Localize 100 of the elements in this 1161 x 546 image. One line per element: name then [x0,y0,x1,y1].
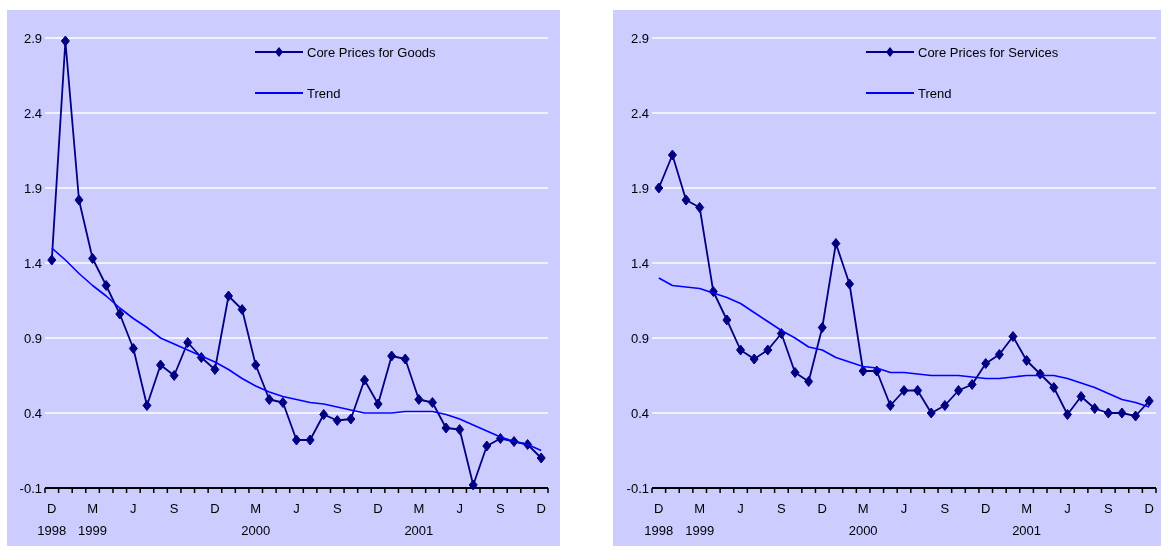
point [169,370,179,381]
y-tick-label: 1.9 [23,180,42,196]
point [427,397,437,408]
point [722,314,732,326]
point [1117,407,1127,419]
legend-label: Trend [307,85,341,101]
point [1144,395,1154,407]
point [115,308,125,320]
x-tick-label: D [817,501,827,516]
point [899,385,909,396]
y-tick-label: 0.9 [23,330,42,346]
point [981,358,991,369]
point [1049,382,1059,393]
x-tick-label: J [900,501,908,516]
point [1103,407,1113,419]
point [278,397,288,408]
point [292,434,301,446]
point [763,344,773,356]
point [845,278,855,290]
point [1022,355,1032,366]
point [913,385,923,396]
point [183,337,193,348]
x-tick-label: S [940,501,950,516]
x-tick-label: S [1103,501,1113,516]
x-tick-label: D [1144,501,1154,516]
point [1062,409,1072,420]
point [1131,410,1141,422]
point [953,385,963,396]
y-tick-label: 0.9 [630,330,649,346]
legend-label: Core Prices for Goods [307,44,437,60]
point [455,424,465,435]
x-tick-label: M 2001 [1012,501,1042,538]
x-tick-label: D 1998 [644,501,674,538]
point [332,415,342,426]
x-tick-label: D [981,501,991,516]
point [264,394,274,405]
y-tick-label: 2.4 [630,105,649,121]
point [1076,391,1086,402]
point [482,440,492,452]
point [359,374,369,386]
point [994,349,1004,360]
x-tick-label: S [169,501,179,516]
point [831,238,841,249]
point [926,407,936,419]
point [736,344,746,356]
x-tick-label: M 2000 [848,501,878,538]
x-tick-label: D [210,501,220,516]
point [667,149,677,161]
point [695,202,705,213]
y-tick-label: 2.9 [23,30,42,46]
point [60,35,70,47]
x-tick-label: S [496,501,506,516]
point [346,413,356,425]
point [373,398,383,410]
legend-label: Core Prices for Services [918,44,1059,60]
y-tick-label: -0.1 [626,480,649,496]
point [1090,403,1100,414]
y-tick-label: 2.9 [630,30,649,46]
point [790,367,800,378]
y-tick-label: 1.9 [630,180,649,196]
point [885,400,895,411]
point [210,364,220,375]
point [305,434,315,446]
point [967,379,977,390]
y-tick-label: 1.4 [23,255,42,271]
x-tick-label: M 2000 [241,501,271,538]
point [817,322,827,333]
point [804,376,814,387]
x-tick-label: J [1064,501,1071,516]
point [414,394,424,405]
point [74,194,84,206]
point [88,253,98,264]
point [156,359,166,371]
point [681,194,691,206]
y-tick-label: -0.1 [19,480,42,496]
x-tick-label: D [536,501,546,516]
point [47,254,57,266]
point [1008,331,1018,342]
legend-label: Trend [918,85,952,101]
point [441,422,451,434]
point [251,359,261,371]
point [536,452,546,464]
x-tick-label: J [293,501,300,516]
y-tick-label: 1.4 [630,255,649,271]
point [940,400,950,411]
x-tick-label: S [332,501,342,516]
point [101,280,111,291]
x-tick-label: J [130,501,137,516]
x-tick-label: M 1999 [685,501,715,538]
point [654,182,664,194]
x-tick-label: M 2001 [404,501,434,538]
x-tick-label: J [456,501,463,516]
point [749,353,759,365]
x-tick-label: M 1999 [78,501,108,538]
point [468,479,478,491]
point [319,409,329,420]
x-tick-label: D 1998 [37,501,67,538]
x-tick-label: D [373,501,383,516]
point [128,343,138,354]
point [237,304,247,315]
